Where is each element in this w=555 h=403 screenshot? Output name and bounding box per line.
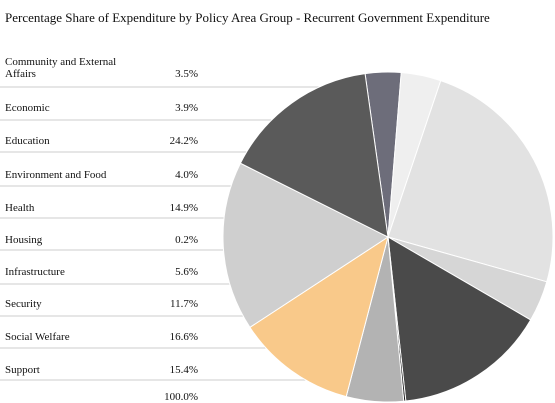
row-value: 16.6% xyxy=(169,331,198,343)
row-label: Environment and Food xyxy=(5,169,107,181)
pie-slice xyxy=(222,162,390,329)
pie-slice xyxy=(387,80,554,283)
row-value: 3.9% xyxy=(175,102,198,114)
row-label: Housing xyxy=(5,234,43,246)
chart-title: Percentage Share of Expenditure by Polic… xyxy=(5,10,490,25)
row-value: 0.2% xyxy=(175,234,198,246)
row-label: Education xyxy=(5,135,50,147)
total-label: 100.0% xyxy=(164,391,198,403)
row-label: Health xyxy=(5,202,35,214)
row-value: 3.5% xyxy=(175,68,198,80)
row-value: 4.0% xyxy=(175,169,198,181)
row-label: Support xyxy=(5,364,40,376)
row-label: Economic xyxy=(5,102,50,114)
row-value: 24.2% xyxy=(169,135,198,147)
pie-slice xyxy=(239,73,389,238)
row-label: Infrastructure xyxy=(5,266,65,278)
row-label: Security xyxy=(5,298,42,310)
row-value: 11.7% xyxy=(169,298,198,310)
row-label: Social Welfare xyxy=(5,331,70,343)
row-value: 14.9% xyxy=(169,202,198,214)
pie-slice xyxy=(387,236,532,402)
row-value: 15.4% xyxy=(169,364,198,376)
pie-slice xyxy=(249,235,389,398)
row-label: Community and External Affairs xyxy=(5,56,117,80)
row-value: 5.6% xyxy=(175,266,198,278)
